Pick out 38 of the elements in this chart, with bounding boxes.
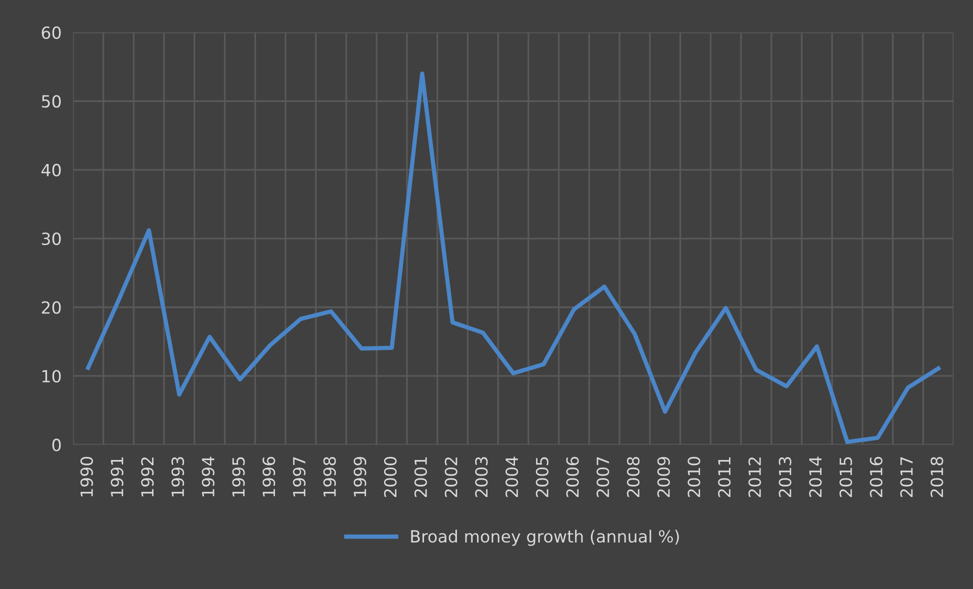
legend-label: Broad money growth (annual %) bbox=[411, 530, 679, 546]
x-tick-label: 2010 bbox=[688, 456, 700, 497]
x-tick-label: 2004 bbox=[505, 456, 518, 497]
x-tick-label: 1997 bbox=[292, 457, 306, 496]
x-tick-label: 2017 bbox=[900, 457, 913, 497]
y-tick-label: 10 bbox=[42, 370, 61, 383]
x-tick-label: 2016 bbox=[870, 456, 882, 497]
x-tick-label: 2012 bbox=[748, 457, 762, 497]
y-tick-label: 50 bbox=[42, 95, 61, 108]
x-tick-label: 1998 bbox=[323, 456, 336, 496]
x-tick-label: 2003 bbox=[475, 457, 488, 497]
x-tick-label: 2000 bbox=[384, 456, 397, 497]
x-tick-label: 2009 bbox=[657, 456, 670, 497]
x-tick-label: 2013 bbox=[778, 457, 792, 497]
x-tick-label: 2008 bbox=[626, 456, 640, 497]
x-tick-label: 1995 bbox=[232, 457, 245, 496]
x-tick-label: 2015 bbox=[839, 457, 852, 497]
y-tick-label: 0 bbox=[52, 438, 61, 452]
x-tick-label: 2006 bbox=[566, 456, 579, 497]
x-tick-label: 2005 bbox=[536, 457, 548, 497]
y-tick-label: 40 bbox=[41, 164, 61, 176]
x-tick-label: 1999 bbox=[354, 456, 366, 496]
x-tick-label: 2014 bbox=[809, 456, 822, 497]
x-tick-label: 2018 bbox=[930, 456, 944, 497]
x-tick-label: 1992 bbox=[141, 457, 154, 496]
y-tick-label: 30 bbox=[42, 232, 61, 246]
x-tick-label: 1990 bbox=[80, 456, 93, 496]
x-tick-label: 2001 bbox=[414, 457, 427, 497]
x-tick-label: 2002 bbox=[444, 457, 458, 497]
y-tick-label: 60 bbox=[42, 26, 61, 39]
x-tick-label: 1991 bbox=[110, 457, 124, 496]
x-tick-label: 2011 bbox=[718, 457, 731, 497]
y-tick-label: 20 bbox=[42, 301, 61, 314]
x-tick-label: 1993 bbox=[171, 457, 184, 496]
x-tick-label: 1994 bbox=[202, 456, 214, 496]
x-tick-label: 2007 bbox=[596, 457, 610, 497]
line-series bbox=[86, 72, 940, 444]
x-tick-label: 1996 bbox=[262, 456, 276, 496]
